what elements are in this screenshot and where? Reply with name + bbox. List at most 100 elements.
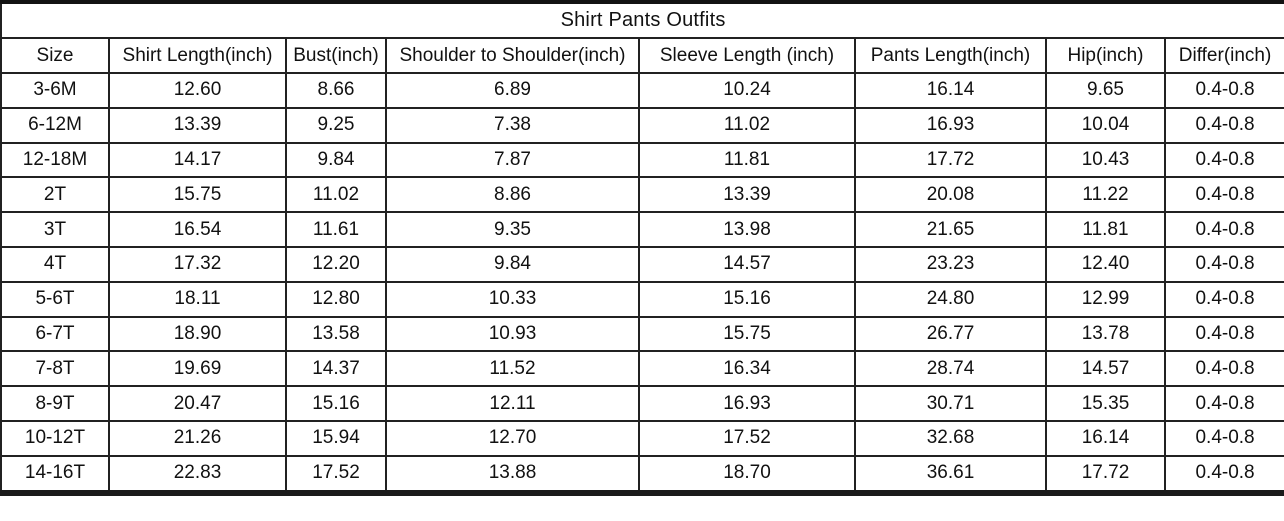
value-cell: 9.84 (285, 141, 387, 179)
value-cell: 10.04 (1045, 106, 1166, 144)
size-cell: 14-16T (0, 454, 110, 494)
value-cell: 15.94 (285, 419, 387, 457)
value-cell: 15.35 (1045, 385, 1166, 422)
value-cell: 11.22 (1045, 176, 1166, 214)
value-cell: 23.23 (854, 245, 1047, 283)
table-row: 12-18M 14.17 9.84 7.87 11.81 17.72 10.43 0.4-0.… (0, 141, 1284, 179)
value-cell: 9.65 (1045, 72, 1166, 109)
value-cell: 11.52 (385, 350, 640, 388)
value-cell: 12.70 (385, 419, 640, 457)
table-body: 3-6M 12.60 8.66 6.89 10.24 16.14 9.65 0.4-0.8 6-… (0, 72, 1284, 494)
value-cell: 0.4-0.8 (1163, 315, 1284, 353)
size-cell: 7-8T (0, 350, 110, 388)
size-cell: 10-12T (0, 419, 110, 457)
value-cell: 18.11 (108, 280, 287, 318)
value-cell: 15.75 (638, 315, 856, 353)
value-cell: 9.35 (385, 211, 640, 248)
table-title: Shirt Pants Outfits (0, 1, 1284, 39)
value-cell: 11.61 (285, 211, 387, 248)
table-row: 5-6T 18.11 12.80 10.33 15.16 24.80 12.99 0.4-0.… (0, 280, 1284, 318)
value-cell: 9.25 (285, 106, 387, 144)
value-cell: 0.4-0.8 (1163, 176, 1284, 214)
table-row: 7-8T 19.69 14.37 11.52 16.34 28.74 14.57 0.4-0.… (0, 350, 1284, 388)
value-cell: 20.08 (854, 176, 1047, 214)
value-cell: 14.37 (285, 350, 387, 388)
value-cell: 13.98 (638, 211, 856, 248)
value-cell: 16.93 (854, 106, 1047, 144)
value-cell: 10.93 (385, 315, 640, 353)
value-cell: 16.93 (638, 385, 856, 422)
value-cell: 17.72 (1045, 454, 1166, 494)
value-cell: 21.65 (854, 211, 1047, 248)
column-header-pants-length-inch: Pants Length(inch) (854, 37, 1047, 74)
value-cell: 0.4-0.8 (1163, 385, 1284, 422)
value-cell: 13.58 (285, 315, 387, 353)
value-cell: 16.34 (638, 350, 856, 388)
value-cell: 22.83 (108, 454, 287, 494)
value-cell: 24.80 (854, 280, 1047, 318)
value-cell: 7.87 (385, 141, 640, 179)
column-header-hip-inch: Hip(inch) (1045, 37, 1166, 74)
value-cell: 0.4-0.8 (1163, 350, 1284, 388)
column-header-shoulder-to-shoulder-inch: Shoulder to Shoulder(inch) (385, 37, 640, 74)
value-cell: 0.4-0.8 (1163, 106, 1284, 144)
value-cell: 16.14 (854, 72, 1047, 109)
value-cell: 12.11 (385, 385, 640, 422)
value-cell: 11.81 (1045, 211, 1166, 248)
size-cell: 3T (0, 211, 110, 248)
value-cell: 0.4-0.8 (1163, 245, 1284, 283)
value-cell: 32.68 (854, 419, 1047, 457)
table-row: 3-6M 12.60 8.66 6.89 10.24 16.14 9.65 0.4-0.8 (0, 72, 1284, 109)
value-cell: 17.32 (108, 245, 287, 283)
value-cell: 13.88 (385, 454, 640, 494)
size-cell: 4T (0, 245, 110, 283)
column-header-size: Size (0, 37, 110, 74)
value-cell: 16.54 (108, 211, 287, 248)
value-cell: 10.24 (638, 72, 856, 109)
value-cell: 11.02 (285, 176, 387, 214)
value-cell: 14.57 (1045, 350, 1166, 388)
value-cell: 18.90 (108, 315, 287, 353)
value-cell: 10.43 (1045, 141, 1166, 179)
size-cell: 5-6T (0, 280, 110, 318)
size-cell: 6-7T (0, 315, 110, 353)
value-cell: 13.78 (1045, 315, 1166, 353)
table-row: 8-9T 20.47 15.16 12.11 16.93 30.71 15.35 0.4-0.… (0, 385, 1284, 422)
value-cell: 0.4-0.8 (1163, 454, 1284, 494)
value-cell: 7.38 (385, 106, 640, 144)
value-cell: 30.71 (854, 385, 1047, 422)
value-cell: 21.26 (108, 419, 287, 457)
value-cell: 6.89 (385, 72, 640, 109)
value-cell: 0.4-0.8 (1163, 141, 1284, 179)
column-header-sleeve-length-inch: Sleeve Length (inch) (638, 37, 856, 74)
value-cell: 0.4-0.8 (1163, 280, 1284, 318)
value-cell: 26.77 (854, 315, 1047, 353)
table-row: 2T 15.75 11.02 8.86 13.39 20.08 11.22 0.4-0.8 (0, 176, 1284, 214)
value-cell: 18.70 (638, 454, 856, 494)
value-cell: 8.86 (385, 176, 640, 214)
size-cell: 12-18M (0, 141, 110, 179)
value-cell: 11.02 (638, 106, 856, 144)
value-cell: 15.16 (638, 280, 856, 318)
value-cell: 0.4-0.8 (1163, 72, 1284, 109)
table-row: 14-16T 22.83 17.52 13.88 18.70 36.61 17.72 0.4-… (0, 454, 1284, 494)
column-header-shirt-length-inch: Shirt Length(inch) (108, 37, 287, 74)
table-row: 4T 17.32 12.20 9.84 14.57 23.23 12.40 0.4-0.8 (0, 245, 1284, 283)
value-cell: 19.69 (108, 350, 287, 388)
value-cell: 28.74 (854, 350, 1047, 388)
value-cell: 12.80 (285, 280, 387, 318)
header-row: Size Shirt Length(inch) Bust(inch) Shoulder… (0, 37, 1284, 74)
size-chart-table: Shirt Pants Outfits Size Shirt Length(inc… (0, 0, 1284, 496)
value-cell: 14.17 (108, 141, 287, 179)
size-cell: 6-12M (0, 106, 110, 144)
value-cell: 17.52 (285, 454, 387, 494)
value-cell: 17.52 (638, 419, 856, 457)
value-cell: 12.60 (108, 72, 287, 109)
value-cell: 17.72 (854, 141, 1047, 179)
value-cell: 14.57 (638, 245, 856, 283)
value-cell: 12.99 (1045, 280, 1166, 318)
value-cell: 9.84 (385, 245, 640, 283)
value-cell: 36.61 (854, 454, 1047, 494)
size-cell: 3-6M (0, 72, 110, 109)
